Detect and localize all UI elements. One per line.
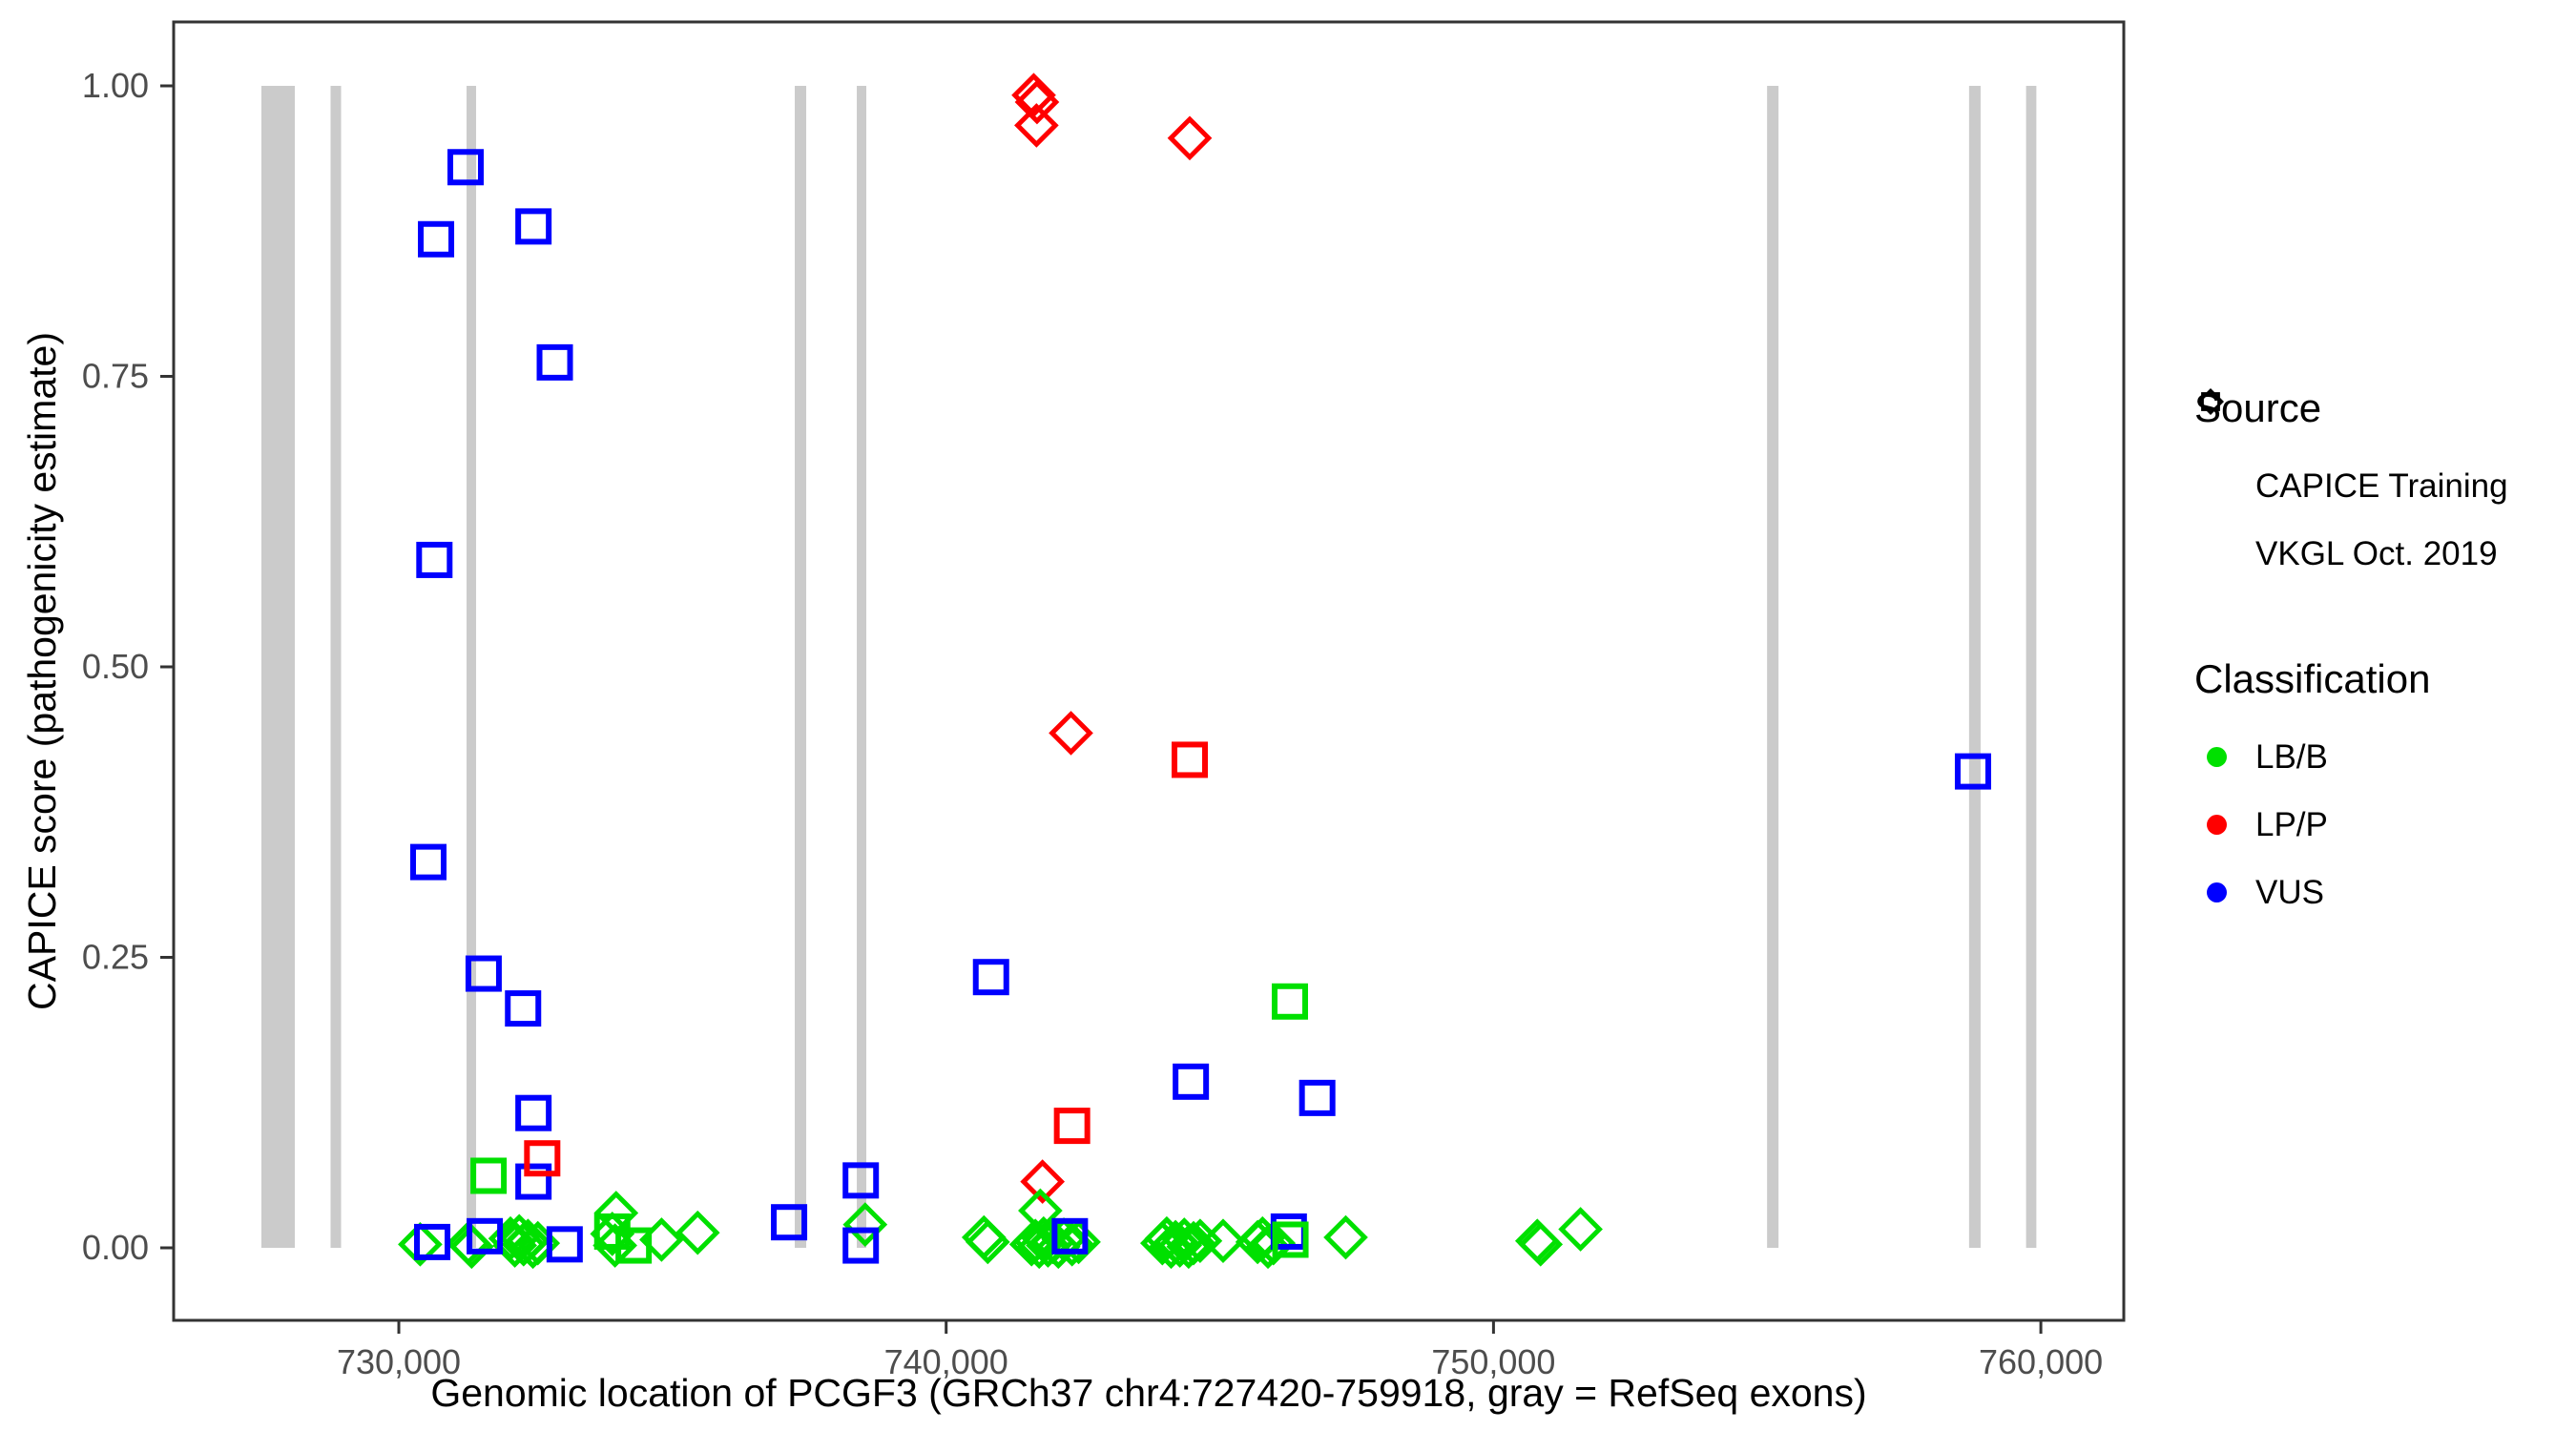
data-point-diamond [1177,1218,1223,1264]
exon-bar [1767,85,1779,1248]
data-point-diamond [965,1219,1010,1265]
legend-item-label: VUS [2255,873,2324,911]
data-point-diamond [675,1210,720,1255]
exon-bar [260,85,296,1248]
legend-classification: Classification LB/B LP/P VUS [2194,656,2430,926]
legend-classification-title: Classification [2194,656,2431,701]
legend-item-vkgl-oct-2019: VKGL Oct. 2019 [2194,392,2508,588]
data-point-square [515,208,552,245]
data-point-square [409,843,447,881]
data-point-diamond [1011,73,1056,118]
data-point-square [414,1223,451,1260]
data-point-square [1271,983,1308,1020]
data-point-square [842,1162,880,1199]
legend-item-label: LB/B [2255,737,2328,776]
data-point-diamond [1323,1214,1368,1260]
data-point-diamond [398,1222,443,1267]
y-axis-tick-label: 1.00 [82,66,149,105]
x-axis-tick-label: 760,000 [1979,1342,2103,1381]
exon-bar [795,85,807,1248]
data-point-square [593,1213,631,1250]
data-point-diamond [639,1217,684,1262]
legend-item-label: LP/P [2255,805,2328,843]
plot-panel-border [172,20,2126,1322]
data-point-diamond [1200,1218,1246,1264]
color-dot-icon [2194,736,2238,779]
data-point-square [1171,741,1208,778]
data-point-square [771,1204,808,1241]
data-point-square [470,1157,508,1194]
data-point-square [1053,1108,1091,1145]
exon-bar [1968,85,1981,1248]
data-point-diamond [592,1223,637,1268]
legend-source-title: Source [2194,385,2322,430]
data-point-diamond [1167,115,1213,161]
data-point-square [842,1227,880,1264]
data-point-square [1954,753,1991,790]
data-point-diamond [448,1224,494,1270]
data-point-square [524,1140,561,1177]
y-axis-tick-label: 0.00 [82,1228,149,1267]
exon-bar [330,85,342,1248]
legend-source: Source CAPICE Training VKGL Oct. 2019 [2194,385,2508,588]
data-point-diamond [1020,1159,1066,1204]
x-axis-tick-label: 750,000 [1431,1342,1555,1381]
data-point-diamond [1558,1207,1603,1252]
data-point-diamond [590,1212,635,1256]
data-point-diamond [1014,103,1059,148]
legend-item-label: VKGL Oct. 2019 [2255,534,2498,572]
diamond-marker-icon [2194,387,2238,508]
y-axis-tick-label: 0.75 [82,356,149,395]
data-point-diamond [1518,1222,1564,1267]
data-point-square [418,220,455,258]
data-point-square [465,955,502,992]
x-axis-title: Genomic location of PCGF3 (GRCh37 chr4:7… [430,1371,1866,1415]
square-marker-icon [2194,392,2238,576]
data-point-square [515,1163,552,1200]
exon-bar [2025,85,2037,1248]
legend-item-label: CAPICE Training [2255,467,2508,505]
x-axis-tick-label: 730,000 [337,1342,461,1381]
data-point-square [546,1226,583,1263]
data-point-square [1173,1063,1210,1100]
data-point-diamond [1171,1220,1216,1266]
data-point-square [1051,1217,1089,1255]
y-axis-tick-label: 0.25 [82,937,149,976]
color-dot-icon [2194,803,2238,847]
legend-item-vus: VUS [2194,859,2430,926]
y-axis-tick-label: 0.50 [82,647,149,686]
data-point-square [1298,1079,1336,1116]
legend-item-capice-training: CAPICE Training [2194,387,2508,520]
data-point-square [505,990,542,1027]
data-point-square [515,1094,552,1131]
x-axis-tick-label: 740,000 [884,1342,1008,1381]
data-point-square [467,1217,504,1255]
color-dot-icon [2194,871,2238,915]
data-point-diamond [1018,1188,1063,1234]
exon-bar [857,85,867,1248]
data-point-diamond [1014,79,1060,125]
legend-item-lb-b: LB/B [2194,723,2430,791]
data-point-diamond [496,1213,542,1259]
data-point-square [416,541,453,578]
legend-item-lp-p: LP/P [2194,791,2430,859]
exon-bar [467,85,477,1248]
data-point-square [447,149,485,186]
y-axis-title: CAPICE score (pathogenicity estimate) [20,332,64,1010]
data-point-square [972,959,1009,996]
data-point-square [536,343,573,381]
data-point-square [1272,1221,1309,1258]
data-point-diamond [1049,711,1093,756]
